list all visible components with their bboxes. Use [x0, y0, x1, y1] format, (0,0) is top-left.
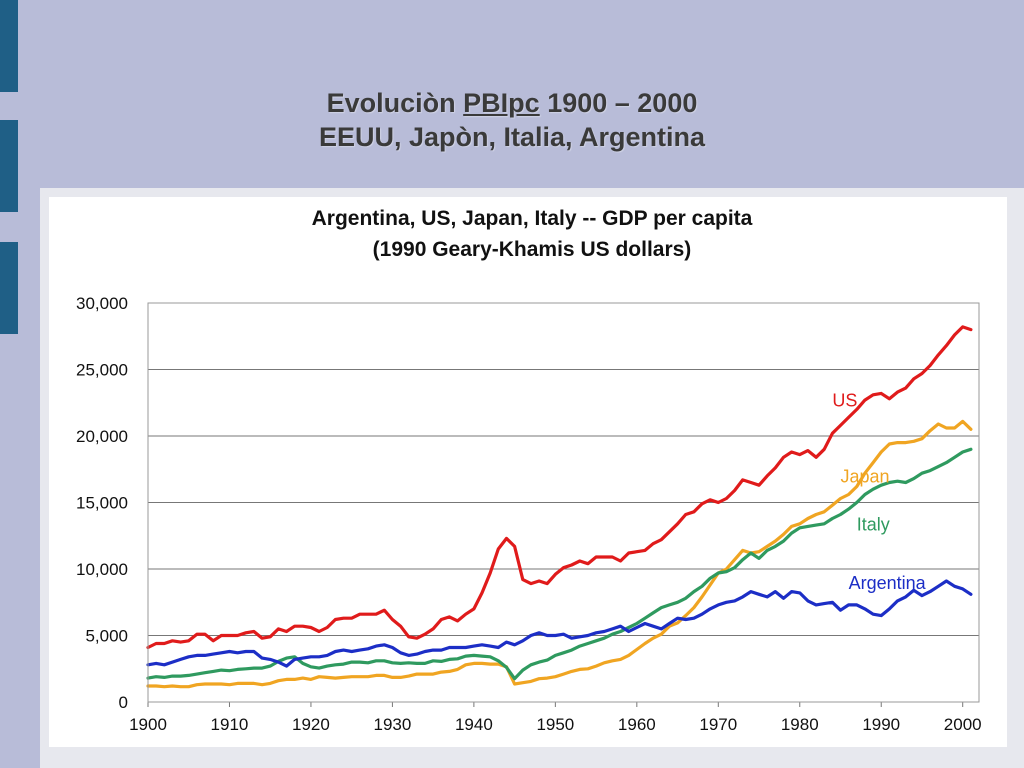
slide-title: Evoluciòn PBIpc 1900 – 2000 EEUU, Japòn,…	[0, 86, 1024, 154]
side-accent-bar	[0, 120, 18, 212]
series-label-argentina: Argentina	[849, 573, 927, 593]
y-tick-label: 15,000	[76, 494, 128, 513]
x-tick-label: 1930	[373, 715, 411, 734]
x-tick-label: 1940	[455, 715, 493, 734]
x-tick-label: 1980	[781, 715, 819, 734]
x-tick-label: 1990	[862, 715, 900, 734]
chart-series	[146, 325, 973, 689]
x-axis-ticks: 1900 1910 1920 1930 1940 1950 1960 1970 1980 1990…	[129, 702, 982, 734]
x-tick-label: 1910	[211, 715, 249, 734]
x-tick-label: 1920	[292, 715, 330, 734]
slide-subtitle: EEUU, Japòn, Italia, Argentina	[318, 122, 706, 152]
series-line-argentina	[146, 579, 973, 668]
y-axis-ticks: 0 5,000 10,000 15,000 20,000 25,000 30,000	[76, 294, 128, 712]
x-tick-label: 1960	[618, 715, 656, 734]
y-tick-label: 10,000	[76, 560, 128, 579]
slide-title-underlined: PBIpc	[463, 88, 540, 118]
series-labels: US Japan Italy Argentina	[832, 391, 926, 593]
series-line-italy	[146, 447, 973, 681]
slide-title-prefix: Evoluciòn	[326, 88, 464, 118]
series-label-japan: Japan	[841, 467, 890, 487]
y-tick-label: 5,000	[85, 627, 128, 646]
plot-area-border	[147, 302, 980, 703]
series-label-italy: Italy	[857, 514, 890, 534]
y-tick-label: 25,000	[76, 361, 128, 380]
slide-title-line1: Evoluciòn PBIpc 1900 – 2000	[0, 86, 1024, 120]
x-tick-label: 1900	[129, 715, 167, 734]
series-line-japan	[146, 419, 973, 689]
x-tick-label: 1950	[536, 715, 574, 734]
y-tick-label: 0	[119, 693, 128, 712]
side-accent-bar	[0, 242, 18, 334]
chart-title: Argentina, US, Japan, Italy -- GDP per c…	[312, 207, 753, 230]
y-tick-label: 20,000	[76, 427, 128, 446]
chart-subtitle: (1990 Geary-Khamis US dollars)	[373, 238, 692, 261]
series-line-us	[146, 325, 973, 650]
gdp-line-chart: Argentina, US, Japan, Italy -- GDP per c…	[76, 207, 982, 734]
x-tick-label: 2000	[944, 715, 982, 734]
side-accent-bar	[0, 0, 18, 92]
slide-title-suffix: 1900 – 2000	[539, 88, 698, 118]
y-tick-label: 30,000	[76, 294, 128, 313]
x-tick-label: 1970	[699, 715, 737, 734]
series-label-us: US	[832, 391, 857, 411]
chart-panel: Argentina, US, Japan, Italy -- GDP per c…	[49, 197, 1007, 747]
